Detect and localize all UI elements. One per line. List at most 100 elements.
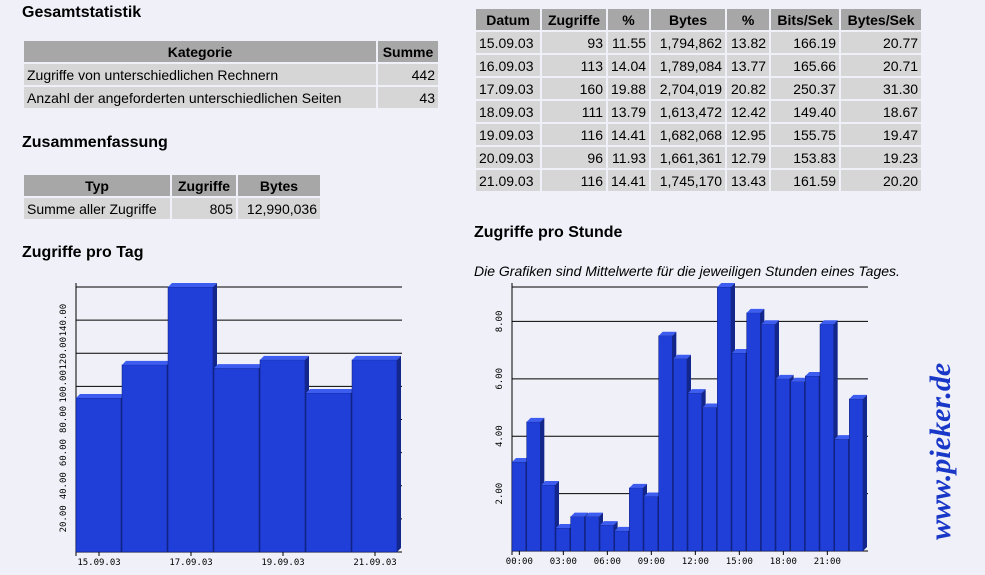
table-cell: 13.82 bbox=[727, 32, 770, 53]
table-cell: 18.67 bbox=[841, 101, 922, 122]
table-cell: 11.93 bbox=[608, 147, 650, 168]
table-cell: 93 bbox=[542, 32, 606, 53]
table-cell: 1,794,862 bbox=[651, 32, 726, 53]
table-cell: 17.09.03 bbox=[476, 78, 540, 99]
table-cell: 805 bbox=[172, 198, 236, 219]
bar bbox=[629, 487, 644, 552]
bar-top bbox=[541, 481, 559, 485]
bar-side bbox=[397, 355, 401, 552]
column-header: Kategorie bbox=[24, 41, 376, 62]
bar-side bbox=[863, 394, 867, 551]
bar bbox=[351, 359, 398, 553]
table-cell: 442 bbox=[378, 64, 438, 85]
x-tick-label: 19.09.03 bbox=[261, 558, 304, 568]
bar bbox=[746, 312, 761, 552]
table-row: 17.09.03 160 19.88 2,704,019 20.82 250.37 31.3… bbox=[476, 78, 922, 99]
table-header-row: Typ Zugriffe Bytes bbox=[24, 175, 320, 196]
bar bbox=[658, 335, 673, 552]
y-tick-label: 40.00 bbox=[59, 472, 69, 499]
bar-top bbox=[76, 393, 125, 398]
table-cell: Summe aller Zugriffe bbox=[24, 198, 170, 219]
table-cell: 165.66 bbox=[771, 55, 840, 76]
bar bbox=[526, 421, 541, 552]
y-tick-label: 120.00 bbox=[59, 337, 69, 370]
bar bbox=[585, 516, 600, 552]
bar-top bbox=[512, 458, 530, 463]
table-cell: 161.59 bbox=[771, 170, 840, 191]
table-cell: 1,682,068 bbox=[651, 124, 726, 145]
bar-top bbox=[614, 526, 633, 531]
table-row: 20.09.03 96 11.93 1,661,361 12.79 153.83 19.23 bbox=[476, 147, 922, 168]
column-header: % bbox=[727, 9, 770, 30]
table-cell: 250.37 bbox=[771, 78, 840, 99]
bar-top bbox=[260, 355, 309, 360]
table-cell: 12,990,036 bbox=[238, 198, 320, 219]
x-tick-label: 21.09.03 bbox=[353, 558, 396, 568]
bar bbox=[805, 375, 820, 552]
y-tick-label: 8.00 bbox=[495, 311, 505, 333]
gesamtstatistik-title: Gesamtstatistik bbox=[22, 4, 142, 21]
zugriffe-pro-stunde-title: Zugriffe pro Stunde bbox=[474, 224, 623, 241]
table-cell: 116 bbox=[542, 170, 606, 191]
chart-note: Die Grafiken sind Mittelwerte für die je… bbox=[474, 263, 900, 279]
bar bbox=[790, 381, 805, 552]
table-cell: 31.30 bbox=[841, 78, 922, 99]
bar-top bbox=[168, 283, 217, 287]
table-cell: 111 bbox=[542, 101, 606, 122]
bar-top bbox=[526, 417, 545, 422]
table-cell: Anzahl der angeforderten unterschiedlich… bbox=[24, 87, 376, 108]
bar bbox=[687, 392, 702, 552]
bar bbox=[599, 524, 614, 552]
x-tick-label: 21:00 bbox=[814, 557, 841, 567]
x-tick-label: 06:00 bbox=[594, 557, 621, 567]
column-header: Typ bbox=[24, 175, 170, 196]
table-cell: 155.75 bbox=[771, 124, 840, 145]
bar-top bbox=[644, 492, 662, 497]
table-row: Summe aller Zugriffe 805 12,990,036 bbox=[24, 198, 320, 219]
table-row: 19.09.03 116 14.41 1,682,068 12.95 155.75 19.4… bbox=[476, 124, 922, 145]
column-header: Zugriffe bbox=[172, 175, 236, 196]
table-row: Anzahl der angeforderten unterschiedlich… bbox=[24, 87, 438, 108]
column-header: Bytes bbox=[238, 175, 320, 196]
bar-top bbox=[214, 364, 263, 369]
bar-top bbox=[306, 389, 355, 393]
y-tick-label: 20.00 bbox=[59, 505, 69, 532]
bar-top bbox=[688, 389, 706, 394]
table-cell: 1,613,472 bbox=[651, 101, 726, 122]
table-cell: 13.43 bbox=[727, 170, 770, 191]
bar bbox=[673, 358, 688, 552]
table-cell: 20.71 bbox=[841, 55, 922, 76]
table-header-row: Kategorie Summe bbox=[24, 41, 438, 62]
bar-top bbox=[658, 331, 677, 336]
bar bbox=[614, 530, 629, 552]
table-cell: 96 bbox=[542, 147, 606, 168]
column-header: % bbox=[608, 9, 650, 30]
column-header: Datum bbox=[476, 9, 540, 30]
bar bbox=[555, 527, 570, 552]
table-cell: 12.42 bbox=[727, 101, 770, 122]
bar-top bbox=[570, 512, 589, 517]
bar bbox=[731, 352, 746, 552]
table-cell: 21.09.03 bbox=[476, 170, 540, 191]
table-cell: 20.09.03 bbox=[476, 147, 540, 168]
table-cell: 15.09.03 bbox=[476, 32, 540, 53]
table-header-row: Datum Zugriffe % Bytes % Bits/Sek Bytes/… bbox=[476, 9, 922, 30]
bar-top bbox=[122, 360, 171, 365]
table-cell: 14.41 bbox=[608, 124, 650, 145]
x-tick-label: 17.09.03 bbox=[169, 558, 212, 568]
table-row: 18.09.03 111 13.79 1,613,472 12.42 149.40 18.6… bbox=[476, 101, 922, 122]
bar bbox=[570, 516, 585, 552]
table-cell: 12.95 bbox=[727, 124, 770, 145]
pieker-logo: www.pieker.de bbox=[924, 363, 957, 540]
bar-top bbox=[629, 483, 647, 488]
x-tick-label: 09:00 bbox=[638, 557, 665, 567]
table-cell: 116 bbox=[542, 124, 606, 145]
y-tick-label: 60.00 bbox=[59, 439, 69, 466]
table-cell: 153.83 bbox=[771, 147, 840, 168]
table-row: 16.09.03 113 14.04 1,789,084 13.77 165.66 20.7… bbox=[476, 55, 922, 76]
table-cell: 18.09.03 bbox=[476, 101, 540, 122]
table-row: Zugriffe von unterschiedlichen Rechnern … bbox=[24, 64, 438, 85]
x-tick-label: 00:00 bbox=[506, 557, 533, 567]
table-cell: 43 bbox=[378, 87, 438, 108]
